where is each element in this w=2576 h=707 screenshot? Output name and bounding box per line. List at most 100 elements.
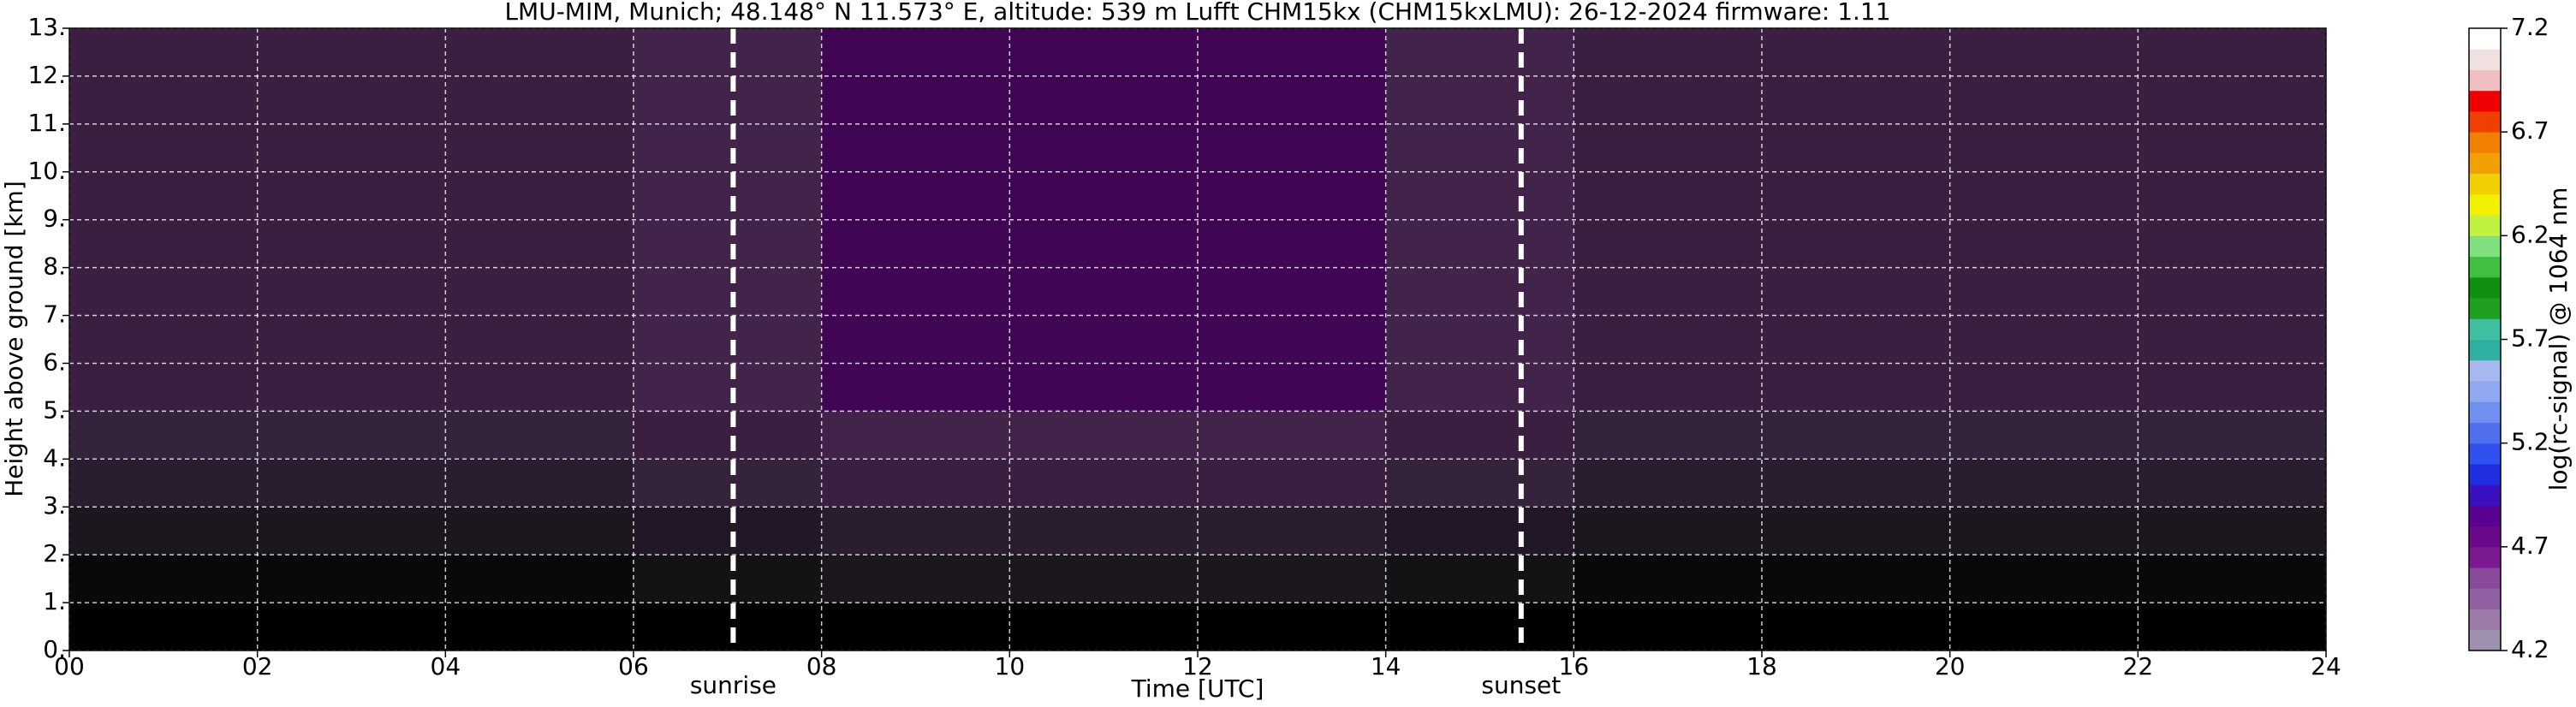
annotation-label: sunrise xyxy=(690,671,776,699)
heatmap-cell xyxy=(1574,315,1762,364)
heatmap-cell xyxy=(1574,123,1762,172)
y-tick-label: 2. xyxy=(43,539,66,567)
heatmap-cell xyxy=(258,603,446,651)
heatmap-cell xyxy=(445,507,634,556)
heatmap-cell xyxy=(821,267,1010,316)
colorbar-band xyxy=(2469,298,2501,319)
heatmap-cell xyxy=(1762,363,1950,412)
heatmap-cell xyxy=(445,459,634,508)
heatmap-cell xyxy=(1949,411,2139,460)
heatmap-cell xyxy=(1574,507,1762,556)
heatmap-cell xyxy=(257,315,446,364)
heatmap-cell xyxy=(257,267,446,316)
heatmap-cell xyxy=(1385,267,1574,316)
heatmap-cell xyxy=(1009,267,1198,316)
heatmap-cell xyxy=(1009,459,1198,508)
colorbar-band xyxy=(2469,173,2501,195)
colorbar-tick-label: 7.2 xyxy=(2511,13,2549,41)
colorbar-band xyxy=(2469,339,2501,361)
colorbar-band xyxy=(2469,443,2501,465)
colorbar-band xyxy=(2469,256,2501,278)
heatmap-cell xyxy=(1198,411,1386,460)
heatmap-cell xyxy=(69,507,258,556)
heatmap-cell xyxy=(821,219,1010,268)
heatmap-cell xyxy=(69,315,258,364)
y-tick-label: 10. xyxy=(27,157,66,185)
heatmap-cell xyxy=(1762,315,1950,364)
heatmap-cell xyxy=(2138,507,2326,556)
colorbar-band xyxy=(2469,132,2501,153)
colorbar-band xyxy=(2469,69,2501,92)
heatmap-cell xyxy=(1009,28,1198,76)
heatmap-cell xyxy=(1198,28,1386,76)
heatmap-cell xyxy=(1009,555,1198,603)
x-tick-label: 14 xyxy=(1371,652,1401,680)
heatmap-cell xyxy=(1762,555,1950,603)
x-tick-label: 02 xyxy=(242,652,273,680)
heatmap-cell xyxy=(257,75,446,124)
heatmap-cell xyxy=(1385,555,1574,603)
heatmap-cell xyxy=(1385,123,1574,172)
heatmap-cell xyxy=(69,267,258,316)
heatmap-cell xyxy=(821,555,1010,603)
heatmap-cell xyxy=(1198,555,1386,603)
x-tick-label: 10 xyxy=(995,652,1026,680)
y-axis-label: Height above ground [km] xyxy=(0,181,28,497)
heatmap-cell xyxy=(1009,123,1198,172)
heatmap-cell xyxy=(1198,507,1386,556)
heatmap-cell xyxy=(634,315,822,364)
y-tick-label: 3. xyxy=(43,491,66,520)
colorbar-band xyxy=(2469,359,2501,382)
heatmap-cell xyxy=(257,28,446,76)
heatmap-cell xyxy=(1574,219,1762,268)
heatmap-cell xyxy=(257,411,446,460)
heatmap-cell xyxy=(1198,315,1386,364)
heatmap-cell xyxy=(1385,75,1574,124)
colorbar-band xyxy=(2469,526,2501,548)
heatmap-cell xyxy=(1949,123,2139,172)
x-tick-label: 22 xyxy=(2123,652,2154,680)
heatmap-cell xyxy=(445,123,634,172)
y-tick-label: 13. xyxy=(27,13,66,41)
heatmap-cell xyxy=(445,363,634,412)
heatmap-cell xyxy=(1762,459,1950,508)
heatmap-cell xyxy=(1949,28,2139,76)
chart-title: LMU-MIM, Munich; 48.148° N 11.573° E, al… xyxy=(504,0,1890,26)
heatmap-cell xyxy=(1198,219,1386,268)
x-tick-label: 24 xyxy=(2311,652,2341,680)
heatmap-cell xyxy=(69,219,258,268)
heatmap-cell xyxy=(2138,459,2326,508)
heatmap-cell xyxy=(1009,171,1198,220)
heatmap-cell xyxy=(1949,75,2139,124)
heatmap-cell xyxy=(445,171,634,220)
y-tick-label: 9. xyxy=(43,205,66,233)
heatmap-cell xyxy=(1009,75,1198,124)
colorbar-band xyxy=(2469,588,2501,610)
colorbar-band xyxy=(2469,567,2501,589)
heatmap-cell xyxy=(1198,75,1386,124)
heatmap-cell xyxy=(257,123,446,172)
colorbar-band xyxy=(2469,401,2501,423)
heatmap-cell xyxy=(445,219,634,268)
heatmap-cell xyxy=(445,603,634,651)
heatmap-cell xyxy=(2138,171,2326,220)
heatmap-cell xyxy=(1198,603,1386,651)
heatmap-cell xyxy=(634,507,822,556)
heatmap-cell xyxy=(634,267,822,316)
heatmap-cell xyxy=(1949,171,2139,220)
heatmap-cell xyxy=(1949,507,2139,556)
y-tick-label: 5. xyxy=(43,395,66,424)
heatmap-cell xyxy=(1574,171,1762,220)
y-tick-label: 12. xyxy=(27,61,66,89)
heatmap-cell xyxy=(69,75,258,124)
heatmap-cell xyxy=(69,123,258,172)
heatmap-cell xyxy=(1385,459,1574,508)
colorbar-tick-label: 4.2 xyxy=(2511,635,2549,663)
heatmap-cell xyxy=(445,411,634,460)
heatmap-cell xyxy=(1762,171,1950,220)
colorbar-band xyxy=(2469,380,2501,402)
heatmap-cell xyxy=(1009,315,1198,364)
heatmap-cell xyxy=(445,315,634,364)
heatmap-cell xyxy=(1949,267,2139,316)
